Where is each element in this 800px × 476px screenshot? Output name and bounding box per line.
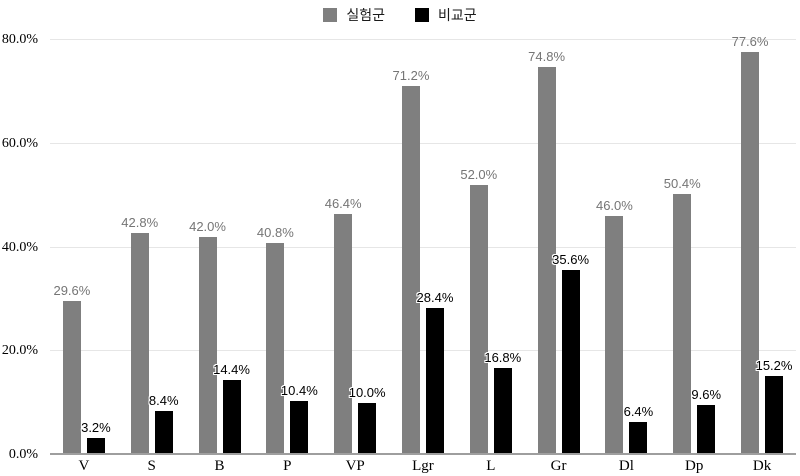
comparison-swatch-icon: [415, 8, 429, 22]
bar-value-label: 9.6%: [691, 387, 722, 403]
bar-L-experimental: 52.0%: [460, 167, 497, 455]
bar-value-label: 40.8%: [256, 225, 294, 241]
legend-label-experimental: 실험군: [346, 7, 385, 23]
category-label-Dk: Dk: [752, 458, 772, 474]
bar-Dl-comparison: 6.4%: [624, 404, 653, 455]
category-label-Gr: Gr: [550, 458, 567, 474]
bar-group-Gr: 74.8% 35.6% Gr: [525, 40, 593, 474]
bar-V-experimental: 29.6%: [53, 283, 90, 455]
bar-group-V: 29.6% 3.2% V: [50, 40, 118, 474]
bars-row: 29.6% 3.2% V 42.8% 8.4% S 42.0% 14.4% B 40.8% 10.4…: [50, 34, 796, 474]
gridline: [50, 142, 796, 144]
bar-value-label: 77.6%: [731, 34, 769, 50]
y-tick-label: 20.0%: [1, 343, 38, 359]
category-label-S: S: [147, 458, 156, 474]
bar-value-label: 52.0%: [460, 167, 498, 183]
category-label-V: V: [78, 458, 90, 474]
bar-group-Dl: 46.0% 6.4% Dl: [593, 40, 661, 474]
bar-group-P: 40.8% 10.4% P: [253, 40, 321, 474]
category-label-VP: VP: [345, 458, 365, 474]
bar-value-label: 46.4%: [324, 196, 362, 212]
bar-P-experimental: 40.8%: [257, 225, 294, 455]
bar-group-Dk: 77.6% 15.2% Dk: [728, 34, 796, 474]
bar-value-label: 74.8%: [528, 48, 566, 64]
y-tick-label: 40.0%: [1, 239, 38, 255]
bar-group-B: 42.0% 14.4% B: [186, 40, 254, 474]
bar-value-label: 46.0%: [595, 198, 633, 214]
bar-value-label: 50.4%: [663, 175, 701, 191]
bar-L-comparison: 16.8%: [484, 350, 521, 455]
bar-Dk-comparison: 15.2%: [756, 358, 792, 455]
bar-B-comparison: 14.4%: [213, 362, 250, 455]
bar-value-label: 42.8%: [121, 214, 159, 230]
bar-value-label: 10.4%: [280, 383, 318, 399]
bar-group-Dp: 50.4% 9.6% Dp: [660, 40, 728, 474]
bar-Dp-experimental: 50.4%: [664, 176, 701, 455]
plot-area: 29.6% 3.2% V 42.8% 8.4% S 42.0% 14.4% B 40.8% 10.4…: [50, 34, 796, 474]
gridline: [50, 39, 796, 40]
bar-Dk-experimental: 77.6%: [732, 34, 768, 455]
experimental-swatch-icon: [323, 8, 338, 22]
y-tick-label: 0.0%: [8, 447, 38, 462]
bar-value-label: 6.4%: [623, 403, 654, 419]
category-label-Lgr: Lgr: [412, 458, 434, 474]
bar-value-label: 29.6%: [53, 283, 91, 299]
bar-group-Lgr: 71.2% 28.4% Lgr: [389, 40, 457, 474]
category-label-P: P: [283, 458, 292, 474]
gridline: [50, 246, 796, 248]
bar-value-label: 8.4%: [148, 393, 179, 409]
bar-group-S: 42.8% 8.4% S: [118, 40, 186, 474]
bar-S-experimental: 42.8%: [121, 215, 158, 455]
gridline: [50, 350, 796, 352]
bar-group-VP: 46.4% 10.0% VP: [321, 40, 389, 474]
bar-VP-experimental: 46.4%: [325, 196, 362, 455]
bar-Dl-experimental: 46.0%: [596, 198, 633, 455]
bar-S-comparison: 8.4%: [149, 393, 179, 455]
category-label-L: L: [486, 458, 496, 474]
legend-item-experimental: 실험군: [323, 5, 385, 25]
y-tick-label: 60.0%: [1, 135, 38, 151]
category-label-Dp: Dp: [685, 458, 704, 474]
bar-VP-comparison: 10.0%: [349, 385, 386, 455]
bar-value-label: 35.6%: [552, 252, 590, 268]
category-label-B: B: [214, 458, 225, 474]
bar-V-comparison: 3.2%: [81, 420, 111, 455]
bar-value-label: 16.8%: [484, 349, 522, 365]
bar-Lgr-comparison: 28.4%: [417, 290, 453, 455]
bar-P-comparison: 10.4%: [281, 383, 318, 455]
bar-value-label: 15.2%: [755, 358, 793, 374]
x-axis-line: [50, 453, 796, 455]
legend-item-comparison: 비교군: [415, 5, 477, 25]
bar-value-label: 10.0%: [348, 385, 386, 401]
bar-value-label: 14.4%: [213, 362, 250, 378]
y-tick-label: 80.0%: [1, 32, 38, 47]
category-label-Dl: Dl: [618, 458, 634, 474]
bar-value-label: 3.2%: [81, 420, 111, 436]
y-axis: 0.0% 20.0% 40.0% 60.0% 80.0%: [0, 32, 44, 462]
bar-value-label: 28.4%: [416, 289, 454, 305]
legend-label-comparison: 비교군: [438, 7, 477, 23]
bar-Gr-comparison: 35.6%: [552, 252, 589, 455]
bar-value-label: 71.2%: [392, 67, 430, 83]
bar-value-label: 42.0%: [189, 219, 226, 235]
legend: 실험군 비교군: [0, 2, 800, 28]
bar-Dp-comparison: 9.6%: [691, 387, 721, 455]
bar-B-experimental: 42.0%: [189, 219, 226, 455]
bar-Gr-experimental: 74.8%: [528, 49, 565, 455]
bar-group-L: 52.0% 16.8% L: [457, 40, 525, 474]
bar-Lgr-experimental: 71.2%: [393, 68, 429, 455]
